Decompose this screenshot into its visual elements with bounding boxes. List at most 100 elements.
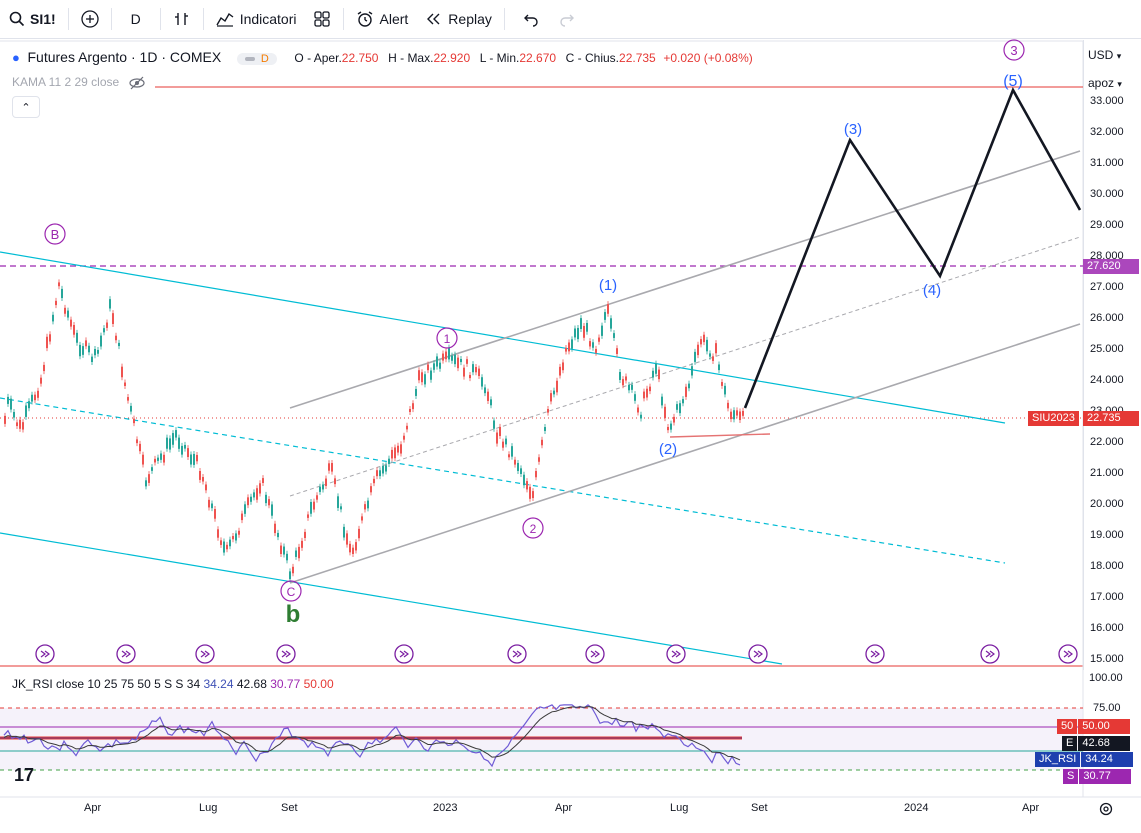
candle-body	[694, 351, 696, 362]
candle-body	[142, 454, 144, 465]
candle-body	[148, 474, 150, 483]
settings-button[interactable]	[1098, 801, 1114, 822]
indicators-icon	[216, 12, 234, 27]
eye-off-icon[interactable]	[128, 76, 145, 90]
candle-body	[382, 465, 384, 474]
scale-mode-button[interactable]: apoz ▾	[1088, 76, 1122, 90]
rsi-badge-s: S 30.77	[1063, 769, 1132, 784]
candle-body	[370, 486, 372, 493]
candle-body	[118, 342, 120, 347]
candle-body	[412, 403, 414, 410]
price-tick: 16.000	[1090, 622, 1124, 634]
candle-body	[706, 339, 708, 352]
candle-body	[652, 370, 654, 378]
candle-body	[472, 364, 474, 373]
candle-body	[499, 426, 501, 436]
event-arrow-icon	[590, 650, 596, 658]
rsi-v4: 50.00	[303, 677, 334, 691]
alert-button[interactable]: Alert	[348, 0, 417, 38]
candle-body	[691, 366, 693, 376]
candle-body	[442, 353, 444, 361]
candle-body	[391, 449, 393, 459]
event-arrow-icon	[204, 650, 210, 658]
legend-o-label: O - Aper.	[294, 51, 342, 65]
candle-body	[73, 324, 75, 335]
chart-type-button[interactable]	[165, 0, 199, 38]
candle-body	[622, 379, 624, 386]
candle-body	[439, 362, 441, 369]
symbol-search-button[interactable]: SI1!	[0, 0, 64, 38]
time-label: 2024	[904, 802, 929, 814]
candle-body	[589, 341, 591, 347]
currency-button[interactable]: USD ▾	[1088, 48, 1121, 62]
price-tick: 21.000	[1090, 467, 1124, 479]
candle-body	[19, 419, 21, 429]
event-markers[interactable]	[35, 644, 1078, 664]
collapse-legend-button[interactable]: ⌃	[12, 96, 40, 118]
layout-button[interactable]	[305, 0, 339, 38]
price-axis[interactable]: USD ▾ apoz ▾ 33.000 32.000 31.000 30.000 29.…	[1083, 40, 1141, 670]
candle-body	[319, 486, 321, 492]
candle-body	[349, 543, 351, 553]
candle-body	[67, 310, 69, 318]
grid-layout-icon	[313, 11, 330, 27]
replay-button[interactable]: Replay	[416, 0, 500, 38]
rsi-tick-75: 75.00	[1093, 702, 1121, 714]
candle-body	[175, 430, 177, 438]
legend-c: C - Chius.22.735	[566, 51, 656, 65]
candle-body	[298, 546, 300, 559]
teal-channel-mid	[0, 397, 1006, 564]
top-toolbar: SI1! D Indicatori Alert Replay	[0, 0, 1141, 39]
candle-body	[742, 410, 744, 416]
candle-body	[115, 335, 117, 341]
candle-body	[397, 445, 399, 453]
candle-body	[568, 342, 570, 352]
price-tick: 26.000	[1090, 312, 1124, 324]
level-price-badge: 27.620	[1083, 259, 1139, 274]
wave-b-circle	[44, 223, 66, 245]
legend-o: O - Aper.22.750	[294, 51, 378, 65]
time-label: Set	[281, 802, 298, 814]
candle-body	[556, 380, 558, 393]
event-arrow-icon	[403, 650, 409, 658]
toolbar-divider	[159, 8, 161, 30]
price-tick: 30.000	[1090, 188, 1124, 200]
rsi-badge-jk-b: 34.24	[1081, 752, 1134, 767]
candle-body	[202, 477, 204, 482]
compare-button[interactable]	[73, 0, 107, 38]
candle-body	[160, 453, 162, 460]
candle-body	[388, 458, 390, 464]
candle-body	[580, 318, 582, 329]
legend-flag-badge[interactable]: D	[236, 53, 277, 65]
toolbar-divider	[342, 8, 344, 30]
chevron-down-icon: ▾	[1117, 79, 1122, 89]
candle-body	[124, 382, 126, 386]
price-tick: 15.000	[1090, 653, 1124, 665]
candle-body	[91, 356, 93, 363]
candle-body	[490, 399, 492, 406]
interval-button[interactable]: D	[130, 11, 141, 27]
alert-label: Alert	[379, 11, 409, 27]
candle-body	[718, 364, 720, 371]
candle-body	[403, 435, 405, 440]
candle-body	[727, 402, 729, 409]
candle-body	[376, 470, 378, 477]
redo-button[interactable]	[551, 0, 585, 38]
indicators-button[interactable]: Indicatori	[208, 0, 305, 38]
candle-body	[139, 443, 141, 452]
candle-body	[739, 411, 741, 421]
rsi-badge-e-a: E	[1062, 736, 1078, 751]
event-arrow-icon	[757, 650, 763, 658]
rsi-badge-s-b: 30.77	[1079, 769, 1132, 784]
candle-body	[289, 571, 291, 580]
wave-projection-path	[743, 86, 1082, 409]
candle-body	[514, 459, 516, 465]
undo-button[interactable]	[509, 0, 551, 38]
candle-body	[136, 439, 138, 444]
wave-c-circle	[280, 580, 302, 602]
time-axis[interactable]: Apr Lug Set 2023 Apr Lug Set 2024 Apr	[0, 797, 1083, 821]
candle-body	[679, 403, 681, 414]
event-arrow-icon	[399, 650, 405, 658]
candle-body	[466, 359, 468, 364]
